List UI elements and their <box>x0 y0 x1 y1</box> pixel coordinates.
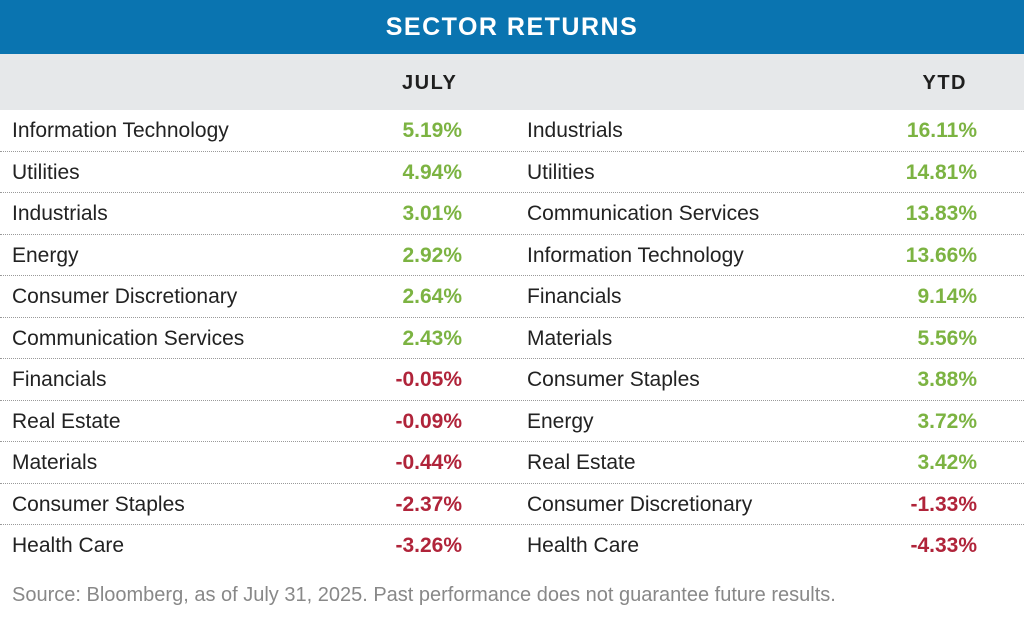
july-column-header: JULY <box>402 72 458 94</box>
column-header-row: JULY YTD <box>0 54 1024 110</box>
ytd-return-value: -4.33% <box>910 534 977 557</box>
table-row: Financials -0.05% Consumer Staples 3.88% <box>0 359 1024 401</box>
july-sector-name: Materials <box>12 451 98 474</box>
ytd-return-value: 14.81% <box>905 160 977 184</box>
source-note: Source: Bloomberg, as of July 31, 2025. … <box>12 584 836 606</box>
ytd-return-value: 13.83% <box>905 202 977 225</box>
july-return-value: -3.26% <box>395 534 462 557</box>
table-row: Real Estate -0.09% Energy 3.72% <box>0 401 1024 442</box>
july-return-value: -0.44% <box>395 451 462 474</box>
july-return-value: 4.94% <box>402 160 462 184</box>
ytd-return-value: 3.88% <box>917 368 977 391</box>
july-return-value: 2.43% <box>402 326 462 350</box>
ytd-return-value: 9.14% <box>917 285 977 308</box>
july-sector-name: Financials <box>12 368 107 391</box>
july-sector-name: Energy <box>12 243 79 267</box>
ytd-column-header: YTD <box>922 72 967 94</box>
july-sector-name: Information Technology <box>12 119 229 142</box>
july-sector-name: Real Estate <box>12 409 121 433</box>
ytd-sector-name: Materials <box>527 326 613 350</box>
ytd-sector-name: Real Estate <box>527 451 636 474</box>
table-row: Consumer Staples -2.37% Consumer Discretio… <box>0 484 1024 525</box>
july-return-value: 2.64% <box>402 285 462 308</box>
ytd-return-value: 16.11% <box>906 119 977 142</box>
table-row: Health Care -3.26% Health Care -4.33% <box>0 525 1024 567</box>
ytd-sector-name: Industrials <box>527 119 623 142</box>
july-sector-name: Consumer Discretionary <box>12 285 238 308</box>
ytd-sector-name: Communication Services <box>527 202 760 225</box>
ytd-sector-name: Consumer Discretionary <box>527 492 753 516</box>
ytd-sector-name: Utilities <box>527 160 595 184</box>
table-row: Consumer Discretionary 2.64% Financials 9.1… <box>0 276 1024 318</box>
ytd-sector-name: Consumer Staples <box>527 368 700 391</box>
table-title: SECTOR RETURNS <box>385 12 639 41</box>
ytd-return-value: 5.56% <box>917 326 977 350</box>
table-row: Energy 2.92% Information Technology 13.66% <box>0 235 1024 276</box>
july-return-value: -0.09% <box>395 409 462 433</box>
ytd-sector-name: Health Care <box>527 534 640 557</box>
table-row: Utilities 4.94% Utilities 14.81% <box>0 152 1024 193</box>
july-sector-name: Communication Services <box>12 326 245 350</box>
ytd-sector-name: Information Technology <box>527 243 744 267</box>
july-return-value: 2.92% <box>402 243 462 267</box>
july-sector-name: Health Care <box>12 534 125 557</box>
table-title-bar: SECTOR RETURNS <box>0 0 1024 54</box>
ytd-return-value: 3.72% <box>917 409 977 433</box>
ytd-return-value: -1.33% <box>910 492 977 516</box>
july-return-value: -0.05% <box>395 368 462 391</box>
table-row: Industrials 3.01% Communication Services 13… <box>0 193 1024 235</box>
july-return-value: 3.01% <box>402 202 462 225</box>
table-row: Materials -0.44% Real Estate 3.42% <box>0 442 1024 484</box>
july-return-value: 5.19% <box>402 119 462 142</box>
july-sector-name: Consumer Staples <box>12 492 185 516</box>
july-sector-name: Industrials <box>12 202 108 225</box>
ytd-return-value: 3.42% <box>917 451 977 474</box>
table-row: Information Technology 5.19% Industrials 16… <box>0 110 1024 152</box>
sector-returns-table: Information Technology 5.19% Industrials 16… <box>0 110 1024 567</box>
table-row: Communication Services 2.43% Materials 5.56… <box>0 318 1024 359</box>
ytd-return-value: 13.66% <box>905 243 977 267</box>
july-return-value: -2.37% <box>395 492 462 516</box>
ytd-sector-name: Financials <box>527 285 622 308</box>
ytd-sector-name: Energy <box>527 409 594 433</box>
july-sector-name: Utilities <box>12 160 80 184</box>
